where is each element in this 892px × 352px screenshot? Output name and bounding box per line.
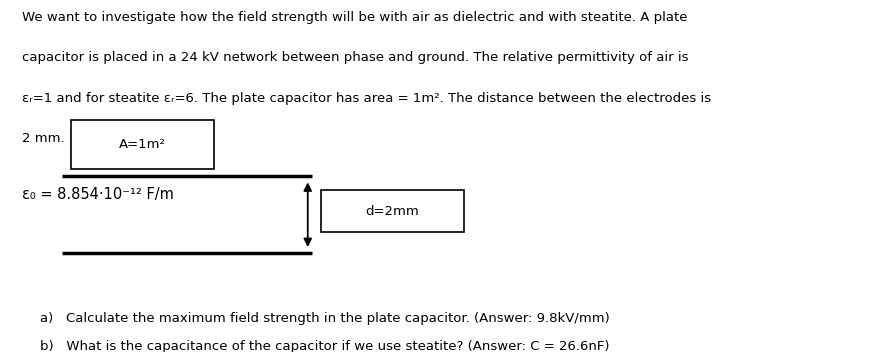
Text: a)   Calculate the maximum field strength in the plate capacitor. (Answer: 9.8kV: a) Calculate the maximum field strength … bbox=[40, 312, 610, 325]
Text: d=2mm: d=2mm bbox=[366, 205, 419, 218]
Bar bbox=[321, 190, 464, 232]
Text: ε₀ = 8.854·10⁻¹² F/m: ε₀ = 8.854·10⁻¹² F/m bbox=[22, 187, 174, 202]
Text: 2 mm.: 2 mm. bbox=[22, 132, 65, 145]
Text: We want to investigate how the field strength will be with air as dielectric and: We want to investigate how the field str… bbox=[22, 11, 688, 24]
Text: εᵣ=1 and for steatite εᵣ=6. The plate capacitor has area = 1m². The distance bet: εᵣ=1 and for steatite εᵣ=6. The plate ca… bbox=[22, 92, 712, 105]
Bar bbox=[71, 120, 214, 169]
Text: b)   What is the capacitance of the capacitor if we use steatite? (Answer: C = 2: b) What is the capacitance of the capaci… bbox=[40, 340, 609, 352]
Text: capacitor is placed in a 24 kV network between phase and ground. The relative pe: capacitor is placed in a 24 kV network b… bbox=[22, 51, 689, 64]
Text: A=1m²: A=1m² bbox=[120, 138, 166, 151]
